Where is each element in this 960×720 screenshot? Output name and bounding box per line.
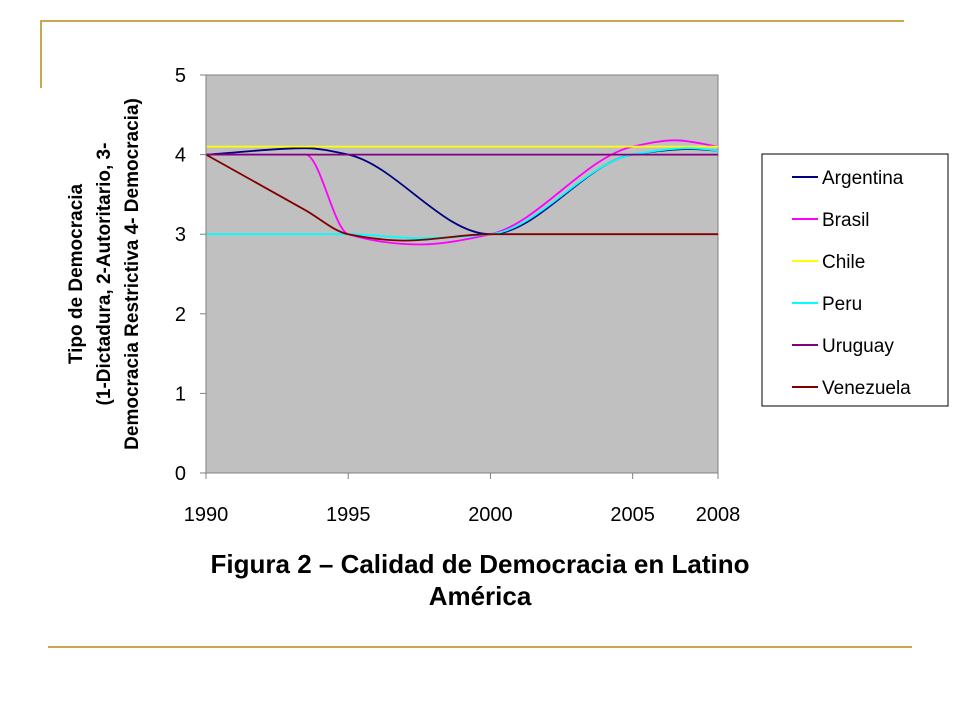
y-axis-label-line-1: Tipo de Democracia [66, 183, 87, 364]
plot-area [205, 74, 719, 474]
y-axis-label-line-2: (1-Dictadura, 2-Autoritario, 3- [94, 143, 115, 406]
decor-left-line [40, 20, 42, 88]
decor-bottom-line [48, 646, 912, 648]
y-tick-label: 3 [175, 224, 186, 246]
legend-label-uruguay: Uruguay [822, 336, 894, 357]
y-tick-label: 4 [175, 145, 186, 167]
y-tick-label: 0 [175, 463, 186, 485]
x-tick-label: 1990 [184, 504, 229, 526]
decor-top-line [40, 20, 904, 22]
series-layer [205, 139, 719, 246]
x-tick-label: 2000 [468, 504, 513, 526]
legend-label-brasil: Brasil [822, 210, 870, 231]
x-tick-label: 1995 [326, 504, 371, 526]
legend-label-peru: Peru [822, 294, 862, 315]
y-tick-label: 2 [175, 304, 186, 326]
y-axis-label: Tipo de Democracia (1-Dictadura, 2-Autor… [66, 98, 143, 450]
legend-label-chile: Chile [822, 252, 865, 273]
series-line-brasil [206, 139, 719, 246]
caption-line-2: América [428, 581, 532, 611]
legend: Argentina Brasil Chile Peru Uruguay Venezuela [761, 153, 949, 407]
legend-label-argentina: Argentina [822, 168, 904, 189]
y-tick-label: 1 [175, 383, 186, 405]
y-tick-label: 5 [175, 65, 186, 87]
series-line-venezuela [205, 153, 718, 242]
x-tick-label: 2005 [610, 504, 655, 526]
legend-label-venezuela: Venezuela [822, 378, 911, 399]
x-tick-label: 2008 [696, 504, 741, 526]
figure-caption: Figura 2 – Calidad de Democracia en Lati… [130, 548, 830, 612]
caption-line-1: Figura 2 – Calidad de Democracia en Lati… [210, 549, 750, 579]
y-axis-label-line-3: Democracia Restrictiva 4- Democracia) [122, 98, 143, 450]
axis-layer: 0 1 2 3 4 5 1990 1995 2000 2005 2008 [175, 65, 740, 526]
legend-box [761, 153, 949, 407]
